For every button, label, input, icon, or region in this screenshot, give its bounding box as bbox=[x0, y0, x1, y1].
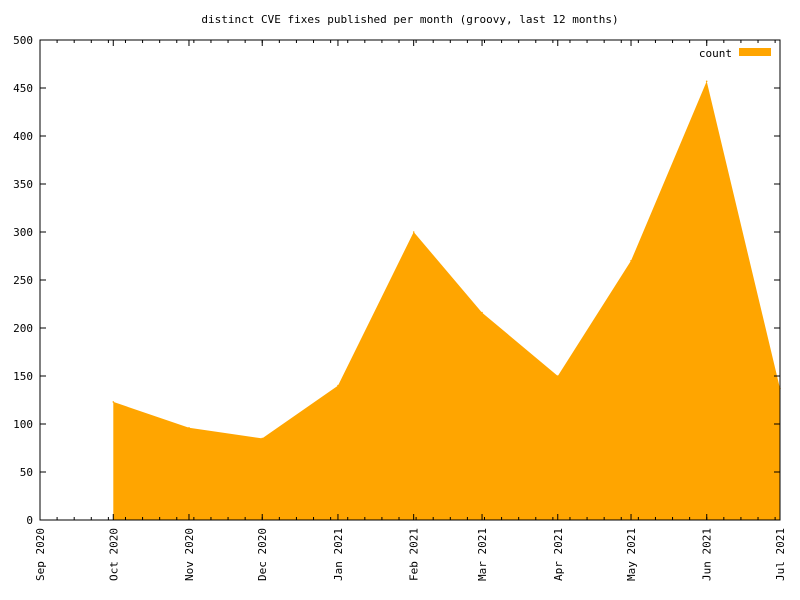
data-point bbox=[112, 401, 115, 403]
legend-swatch-count bbox=[739, 48, 771, 56]
y-tick-label: 200 bbox=[13, 322, 33, 335]
x-tick-label: Oct 2020 bbox=[107, 528, 120, 581]
y-tick-label: 250 bbox=[13, 274, 33, 287]
y-tick-label: 300 bbox=[13, 226, 33, 239]
axes: 0 50 100 150 200 250 300 350 400 450 500 Sep 2020 Oc… bbox=[13, 34, 787, 581]
data-point bbox=[557, 375, 559, 377]
y-tick-label: 0 bbox=[26, 514, 33, 527]
legend: count bbox=[699, 47, 771, 60]
x-tick-label: May 2021 bbox=[625, 528, 638, 581]
y-tick-label: 50 bbox=[20, 466, 33, 479]
x-tick-label: Nov 2020 bbox=[183, 528, 196, 581]
x-tick-label: Apr 2021 bbox=[552, 528, 565, 581]
x-tick-label: Jan 2021 bbox=[332, 528, 345, 581]
x-tick-label: Jun 2021 bbox=[701, 528, 714, 581]
x-tick-label: Mar 2021 bbox=[476, 528, 489, 581]
y-tick-label: 400 bbox=[13, 130, 33, 143]
x-tick-label: Jul 2021 bbox=[774, 528, 787, 581]
y-tick-label: 350 bbox=[13, 178, 33, 191]
legend-label-count: count bbox=[699, 47, 732, 60]
data-point bbox=[337, 384, 339, 387]
x-tick-label: Sep 2020 bbox=[34, 528, 47, 581]
chart-title: distinct CVE fixes published per month (… bbox=[201, 13, 618, 26]
data-point bbox=[705, 80, 708, 83]
y-tick-label: 100 bbox=[13, 418, 33, 431]
y-tick-label: 150 bbox=[13, 370, 33, 383]
data-point bbox=[261, 437, 264, 440]
data-point bbox=[188, 427, 190, 429]
data-point bbox=[481, 311, 483, 314]
x-tick-label: Dec 2020 bbox=[256, 528, 269, 581]
y-tick-label: 500 bbox=[13, 34, 33, 47]
plot-area bbox=[112, 80, 781, 521]
data-point bbox=[412, 231, 415, 233]
data-point bbox=[630, 260, 632, 262]
series-area-count bbox=[113, 81, 781, 521]
x-tick-label: Feb 2021 bbox=[408, 528, 421, 581]
y-tick-label: 450 bbox=[13, 82, 33, 95]
